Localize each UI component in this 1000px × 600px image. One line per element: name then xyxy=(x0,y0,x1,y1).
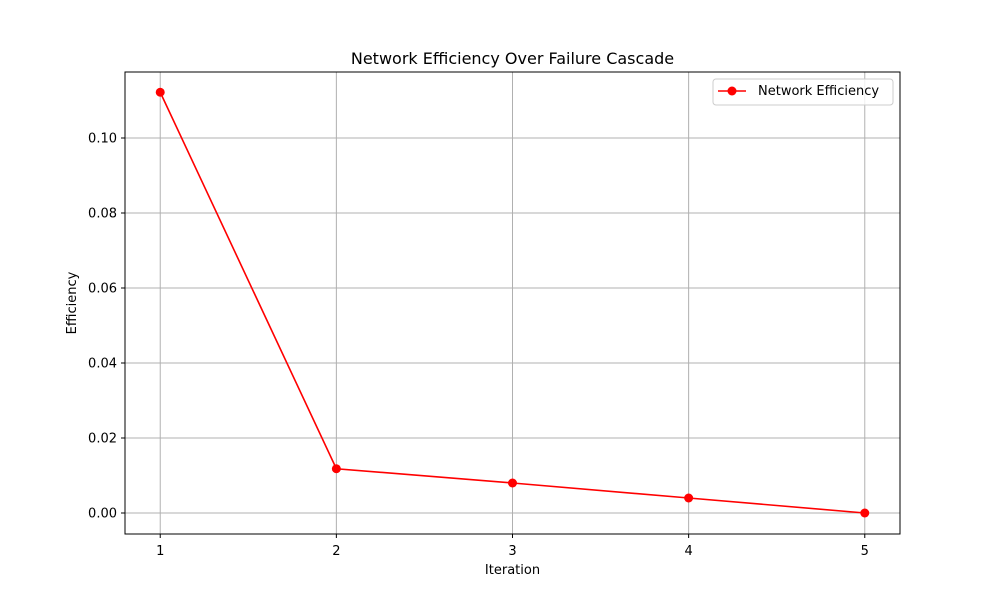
data-point xyxy=(860,508,870,518)
legend: Network Efficiency xyxy=(712,78,894,106)
chart-title: Network Efficiency Over Failure Cascade xyxy=(351,49,674,68)
y-axis-label: Efficiency xyxy=(65,271,80,334)
x-tick-label: 2 xyxy=(332,544,340,559)
data-point xyxy=(331,464,341,474)
data-point xyxy=(155,87,165,97)
y-tick-label: 0.10 xyxy=(88,132,117,147)
data-point xyxy=(684,493,694,503)
x-tick-label: 4 xyxy=(684,544,692,559)
x-axis-label: Iteration xyxy=(485,563,540,578)
y-tick-label: 0.04 xyxy=(88,357,117,372)
x-tick-label: 3 xyxy=(508,544,516,559)
legend-box xyxy=(712,78,894,106)
series-layer xyxy=(155,87,870,518)
y-tick-label: 0.02 xyxy=(88,432,117,447)
legend-label: Network Efficiency xyxy=(758,84,879,99)
grid xyxy=(125,72,900,534)
legend-marker-swatch xyxy=(727,86,737,96)
y-tick-label: 0.00 xyxy=(88,507,117,522)
axis-ticks: 1 2 3 4 5 0.00 0.02 0.04 0.06 0.08 0.10 xyxy=(88,132,869,560)
y-tick-label: 0.06 xyxy=(88,282,117,297)
y-tick-label: 0.08 xyxy=(88,207,117,222)
data-point xyxy=(508,478,517,488)
x-tick-label: 1 xyxy=(156,544,164,559)
x-tick-label: 5 xyxy=(861,544,869,559)
